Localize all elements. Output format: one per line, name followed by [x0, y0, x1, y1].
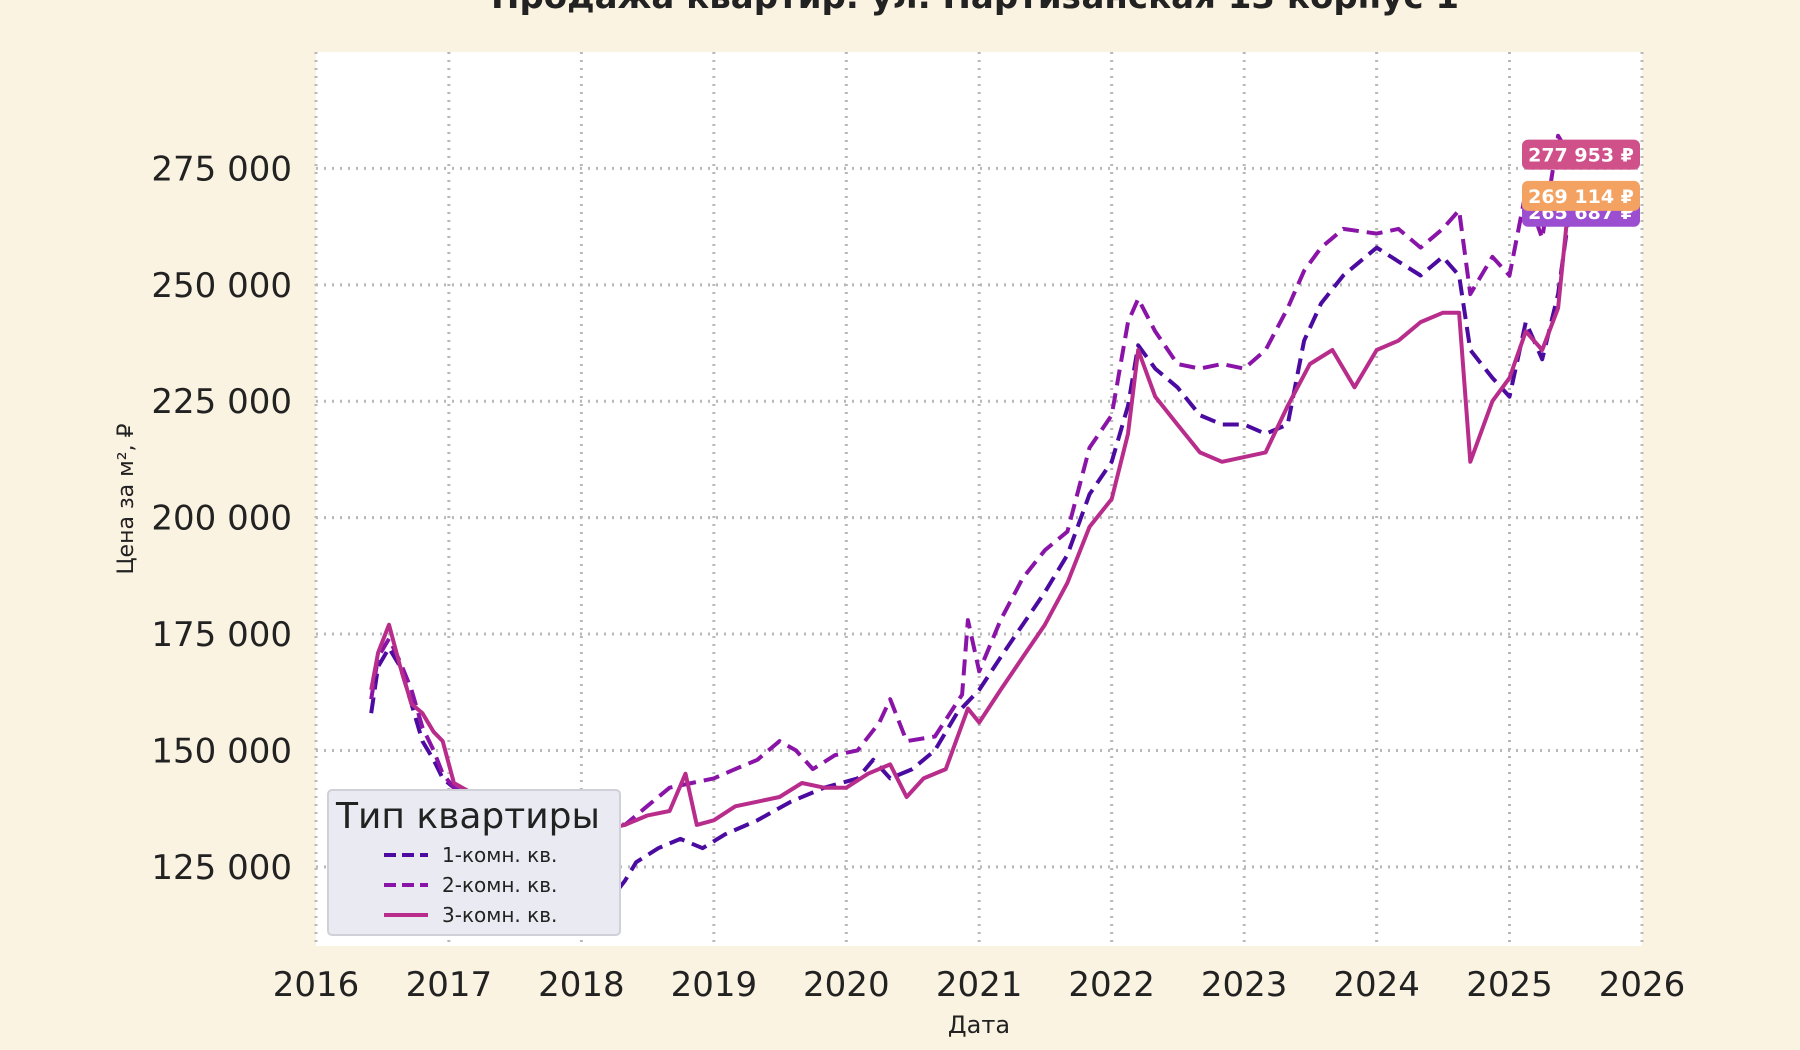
y-axis-label: Цена за м², ₽ — [114, 423, 139, 574]
x-tick-label: 2025 — [1466, 965, 1553, 1005]
x-tick-label: 2023 — [1201, 965, 1288, 1005]
x-tick-label: 2020 — [803, 965, 890, 1005]
x-tick-label: 2016 — [273, 965, 360, 1005]
legend-item-label: 2-комн. кв. — [442, 873, 557, 897]
value-badge — [1522, 139, 1640, 170]
legend: Тип квартиры 1-комн. кв. 2-комн. кв. 3-ком… — [327, 789, 621, 936]
y-tick-label: 275 000 — [151, 149, 292, 189]
x-tick-label: 2019 — [671, 965, 758, 1005]
legend-title: Тип квартиры — [335, 796, 600, 837]
x-tick-label: 2018 — [538, 965, 625, 1005]
y-tick-label: 175 000 — [151, 615, 292, 655]
legend-item-label: 3-комн. кв. — [442, 903, 557, 927]
value-badge-label: 277 953 ₽ — [1528, 145, 1634, 167]
x-tick-label: 2026 — [1599, 965, 1686, 1005]
x-tick-label: 2021 — [936, 965, 1023, 1005]
x-axis-label: Дата — [948, 1011, 1010, 1039]
y-tick-label: 225 000 — [151, 382, 292, 422]
series-line-2 — [369, 133, 1572, 827]
chart-title: Продажа квартир. ул. Партизанская 13 кор… — [491, 0, 1459, 17]
value-badge — [1522, 180, 1640, 211]
y-tick-label: 125 000 — [151, 848, 292, 888]
value-badge-label: 269 114 ₽ — [1528, 186, 1634, 208]
x-tick-label: 2022 — [1068, 965, 1155, 1005]
x-tick-label: 2024 — [1333, 965, 1420, 1005]
y-tick-label: 200 000 — [151, 499, 292, 539]
legend-box — [327, 789, 621, 936]
y-tick-label: 150 000 — [151, 731, 292, 771]
x-tick-label: 2017 — [406, 965, 493, 1005]
legend-item-label: 1-комн. кв. — [442, 843, 557, 867]
y-tick-label: 250 000 — [151, 266, 292, 306]
